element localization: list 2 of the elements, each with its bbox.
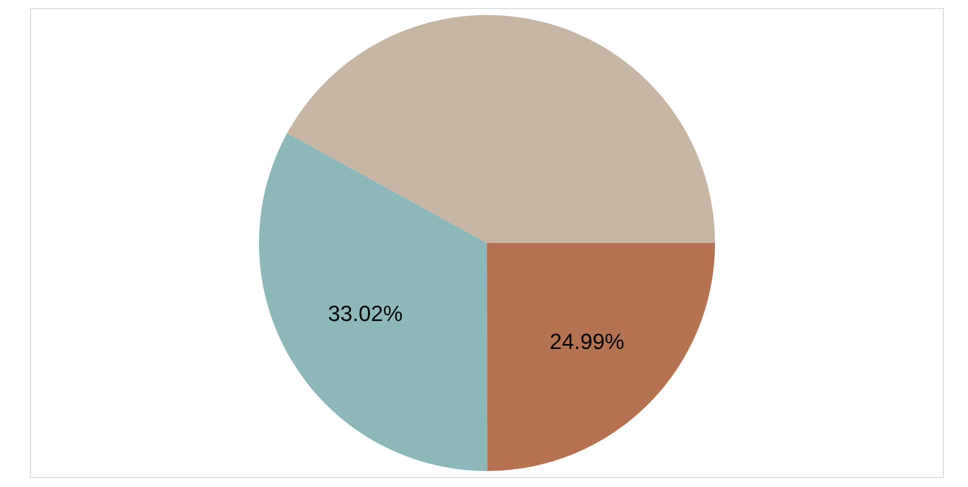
- data-label: 33.02%: [328, 301, 403, 326]
- data-label: 24.99%: [550, 328, 624, 354]
